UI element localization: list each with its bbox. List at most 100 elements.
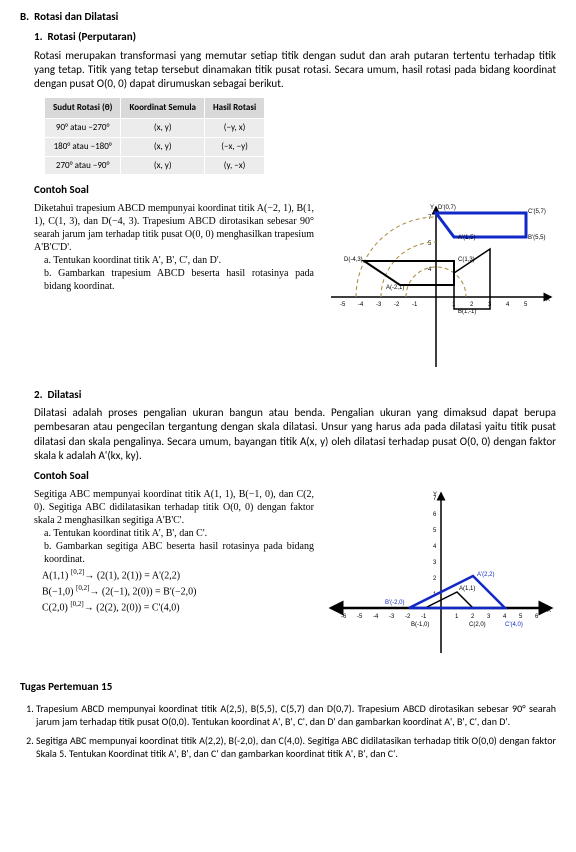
svg-text:-2: -2 [394,302,400,308]
table-row: 90° atau −270°(x, y)(−y, x) [45,119,265,138]
svg-text:4: 4 [506,302,510,308]
rotasi-left: Diketahui trapesium ABCD mempunyai koord… [34,202,314,376]
tugas-item: Trapesium ABCD mempunyai koordinat titik… [36,702,556,728]
td: 270° atau −90° [45,156,121,175]
table-row: 270° atau −90°(x, y)(y, −x) [45,156,265,175]
rotasi-table: Sudut Rotasi (θ) Koordinat Semula Hasil … [44,97,265,175]
eq1: A(1,1) [0,2]→ (2(1), 2(1)) = A'(2,2) [42,568,314,582]
tugas-title: Tugas Pertemuan 15 [20,680,556,694]
dilatasi-chart: -6-5-4-3-2-1 123456 7654321 XY A(1,1) B(… [326,488,556,662]
svg-text:B'(5,5): B'(5,5) [528,235,545,241]
svg-text:A'(2,2): A'(2,2) [477,572,494,578]
rotasi-title: Rotasi (Perputaran) [48,30,137,43]
rotasi-section: 1. Rotasi (Perputaran) Rotasi merupakan … [34,30,556,376]
svg-text:1: 1 [455,614,459,620]
eq1r: (2(1), 2(1)) = A'(2,2) [97,570,180,581]
svg-text:B(1,-1): B(1,-1) [458,309,476,315]
section-num: B. [20,10,29,23]
svg-text:C(2,0): C(2,0) [469,622,486,628]
tugas-list: Trapesium ABCD mempunyai koordinat titik… [36,702,556,760]
td: (−x, −y) [204,137,264,156]
section-header: B. Rotasi dan Dilatasi [20,10,556,24]
eq1l: A(1,1) [42,570,68,581]
dilatasi-title: Dilatasi [48,388,82,401]
eq2: B(−1,0) [0,2]→ (2(−1), 2(0)) = B'(−2,0) [42,584,314,598]
svg-text:Y: Y [433,492,437,498]
svg-text:5: 5 [433,528,437,534]
arrow-label: [0,2] [71,568,84,576]
svg-text:-4: -4 [358,302,364,308]
eq2l: B(−1,0) [42,586,73,597]
svg-text:6: 6 [535,614,539,620]
td: (−y, x) [204,119,264,138]
svg-text:3: 3 [433,560,437,566]
svg-text:Y: Y [430,205,434,211]
eq3l: C(2,0) [42,603,68,614]
svg-text:-3: -3 [376,302,382,308]
dilatasi-heading: 2. Dilatasi [34,388,556,402]
svg-text:C(1,3): C(1,3) [458,257,475,263]
svg-text:-2: -2 [405,614,411,620]
svg-text:2: 2 [433,576,437,582]
rotasi-chart: -5-4-3-2-1 12345 754 [326,202,556,376]
rotasi-b: b. Gambarkan trapesium ABCD beserta hasi… [44,267,314,293]
td: 90° atau −270° [45,119,121,138]
dilatasi-section: 2. Dilatasi Dilatasi adalah proses penga… [34,388,556,662]
svg-text:-5: -5 [357,614,363,620]
svg-text:-3: -3 [389,614,395,620]
svg-text:C'(4,0): C'(4,0) [505,622,523,628]
eq3r: (2(2), 2(0)) = C'(4,0) [96,603,179,614]
svg-text:2: 2 [470,302,474,308]
svg-text:-1: -1 [412,302,418,308]
svg-text:3: 3 [487,614,491,620]
svg-text:A(-2,1): A(-2,1) [386,285,404,291]
eq3: C(2,0) [0,2]→ (2(2), 2(0)) = C'(4,0) [42,600,314,614]
svg-text:7: 7 [428,215,432,221]
svg-text:-1: -1 [421,614,427,620]
td: 180° atau −180° [45,137,121,156]
table-header-row: Sudut Rotasi (θ) Koordinat Semula Hasil … [45,98,265,119]
svg-text:-4: -4 [373,614,379,620]
svg-text:B(-1,0): B(-1,0) [411,622,429,628]
dilatasi-contoh: Contoh Soal [34,469,556,483]
svg-text:6: 6 [433,512,437,518]
rotasi-contoh: Contoh Soal [34,183,556,197]
dilatasi-left: Segitiga ABC mempunyai koordinat titik A… [34,488,314,662]
dilatasi-b: b. Gambarkan segitiga ABC beserta hasil … [44,540,314,566]
td: (y, −x) [204,156,264,175]
table-row: 180° atau −180°(x, y)(−x, −y) [45,137,265,156]
rotasi-desc: Rotasi merupakan transformasi yang memut… [34,49,556,92]
svg-text:B'(-2,0): B'(-2,0) [385,600,404,606]
td: (x, y) [121,119,205,138]
svg-text:A'(1,5): A'(1,5) [458,235,475,241]
rotasi-heading: 1. Rotasi (Perputaran) [34,30,556,44]
rotasi-example-row: Diketahui trapesium ABCD mempunyai koord… [34,202,556,376]
dilatasi-example-row: Segitiga ABC mempunyai koordinat titik A… [34,488,556,662]
arrow-label: [0,2] [70,600,83,608]
svg-text:5: 5 [524,302,528,308]
svg-text:-5: -5 [340,302,346,308]
svg-text:4: 4 [428,267,432,273]
rotasi-a: a. Tentukan koordinat titik A', B', C', … [44,254,314,267]
svg-text:D(-4,3): D(-4,3) [344,257,363,263]
svg-text:-6: -6 [341,614,347,620]
section-title-text: Rotasi dan Dilatasi [34,10,118,23]
dilatasi-problem: Segitiga ABC mempunyai koordinat titik A… [34,488,314,527]
dilatasi-a: a. Tentukan koordinat titik A', B', dan … [44,527,314,540]
svg-text:D'(0,7): D'(0,7) [438,205,456,211]
svg-text:A(1,1): A(1,1) [459,586,475,592]
dilatasi-desc: Dilatasi adalah proses pengalian ukuran … [34,406,556,463]
svg-text:4: 4 [433,544,437,550]
svg-text:5: 5 [519,614,523,620]
eq2r: (2(−1), 2(0)) = B'(−2,0) [102,586,197,597]
dilatasi-num: 2. [34,388,43,401]
td: (x, y) [121,137,205,156]
rotasi-num: 1. [34,30,43,43]
svg-text:2: 2 [471,614,475,620]
svg-text:4: 4 [503,614,507,620]
svg-text:X: X [547,608,551,614]
th: Koordinat Semula [121,98,205,119]
svg-text:X: X [546,297,550,303]
svg-text:C'(5,7): C'(5,7) [528,209,546,215]
th: Hasil Rotasi [204,98,264,119]
